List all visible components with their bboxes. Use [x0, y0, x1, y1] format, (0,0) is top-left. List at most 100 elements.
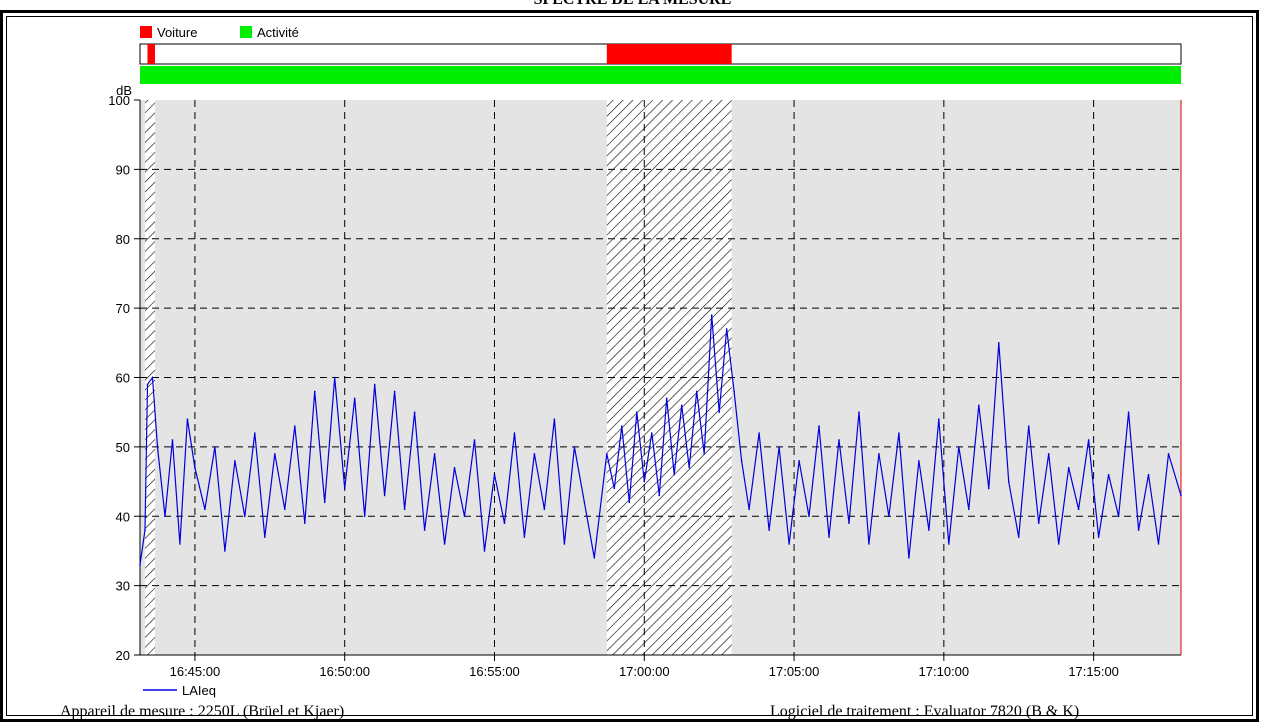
- series-point: [1067, 466, 1070, 469]
- legend-activite-label: Activité: [257, 25, 299, 40]
- series-point: [888, 515, 890, 518]
- series-point: [673, 473, 676, 476]
- series-point: [868, 543, 870, 545]
- series-point: [186, 418, 189, 420]
- series-point: [403, 508, 406, 511]
- series-point: [987, 487, 990, 490]
- series-point: [543, 508, 546, 511]
- series-point: [718, 411, 720, 413]
- series-point: [423, 529, 426, 531]
- series-point: [858, 411, 860, 413]
- series-point: [621, 425, 623, 427]
- series-point: [473, 439, 476, 441]
- activite-interval: [140, 66, 1181, 84]
- legend-voiture-swatch: [140, 26, 152, 38]
- series-point: [1047, 453, 1050, 455]
- series-point: [918, 459, 920, 462]
- instrument-label: Appareil de mesure :: [60, 703, 194, 720]
- series-point: [313, 390, 316, 393]
- voiture-interval: [147, 44, 155, 64]
- series-point: [628, 501, 631, 504]
- series-point: [333, 376, 336, 379]
- series-point: [214, 446, 216, 448]
- series-point: [788, 543, 790, 545]
- series-point: [635, 411, 638, 413]
- series-point: [363, 515, 366, 518]
- y-axis-label: dB: [116, 83, 132, 98]
- series-point: [443, 543, 446, 545]
- series-point: [740, 459, 743, 462]
- series-point: [179, 543, 181, 545]
- series-point: [778, 446, 780, 448]
- series-point: [898, 432, 900, 434]
- y-tick-label: 80: [116, 232, 130, 247]
- page-title: SPECTRE DE LA MESURE: [0, 0, 1265, 9]
- series-point: [818, 425, 820, 427]
- series-point: [139, 564, 141, 566]
- series-point: [433, 453, 436, 455]
- series-point: [680, 404, 683, 407]
- y-tick-label: 90: [116, 162, 130, 177]
- x-tick-label: 16:50:00: [319, 664, 370, 679]
- series-point: [383, 494, 386, 497]
- series-point: [244, 515, 246, 518]
- series-point: [948, 543, 950, 545]
- series-point: [1017, 536, 1020, 538]
- series-point: [463, 515, 466, 518]
- series-point: [343, 487, 346, 490]
- series-point: [453, 466, 456, 469]
- series-point: [1007, 480, 1010, 483]
- software-value: Evaluator 7820 (B & K): [923, 703, 1080, 720]
- series-point: [768, 529, 770, 531]
- series-point: [593, 557, 596, 559]
- series-point: [583, 501, 586, 504]
- series-point: [1127, 411, 1130, 413]
- series-point: [606, 453, 608, 455]
- series-point: [264, 536, 266, 538]
- series-point: [613, 487, 616, 490]
- outer-frame: [0, 10, 1259, 722]
- series-point: [413, 411, 416, 413]
- series-point: [828, 536, 830, 538]
- x-tick-label: 17:00:00: [619, 664, 670, 679]
- series-point: [1087, 439, 1090, 441]
- series-point: [353, 397, 356, 400]
- series-point: [553, 418, 556, 420]
- legend-laeq-label: LAIeq: [182, 683, 216, 698]
- series-point: [643, 480, 646, 483]
- series-point: [695, 390, 698, 393]
- series-point: [958, 446, 960, 448]
- series-point: [650, 432, 653, 434]
- series-point: [908, 557, 910, 559]
- legend-voiture-label: Voiture: [157, 25, 197, 40]
- series-point: [254, 432, 256, 434]
- series-point: [234, 459, 236, 462]
- y-tick-label: 50: [116, 440, 130, 455]
- series-point: [798, 459, 800, 462]
- series-point: [1157, 543, 1160, 545]
- page-title-text: SPECTRE DE LA MESURE: [527, 0, 738, 8]
- series-point: [171, 439, 174, 441]
- series-point: [151, 376, 154, 379]
- series-point: [1107, 473, 1110, 476]
- series-point: [665, 397, 668, 400]
- series-point: [658, 494, 661, 497]
- software-label: Logiciel de traitement :: [770, 703, 920, 720]
- series-point: [1137, 529, 1140, 531]
- series-point: [563, 543, 566, 545]
- series-point: [1180, 494, 1182, 497]
- series-point: [748, 508, 750, 511]
- legend-activite-swatch: [240, 26, 252, 38]
- series-point: [323, 501, 326, 504]
- series-point: [1027, 425, 1030, 427]
- series-point: [573, 446, 576, 448]
- y-tick-label: 20: [116, 648, 130, 663]
- y-tick-label: 70: [116, 301, 130, 316]
- series-point: [838, 439, 840, 441]
- x-tick-label: 17:05:00: [769, 664, 820, 679]
- series-point: [373, 383, 376, 386]
- x-tick-label: 17:10:00: [919, 664, 970, 679]
- series-point: [808, 515, 810, 518]
- series-point: [703, 453, 705, 455]
